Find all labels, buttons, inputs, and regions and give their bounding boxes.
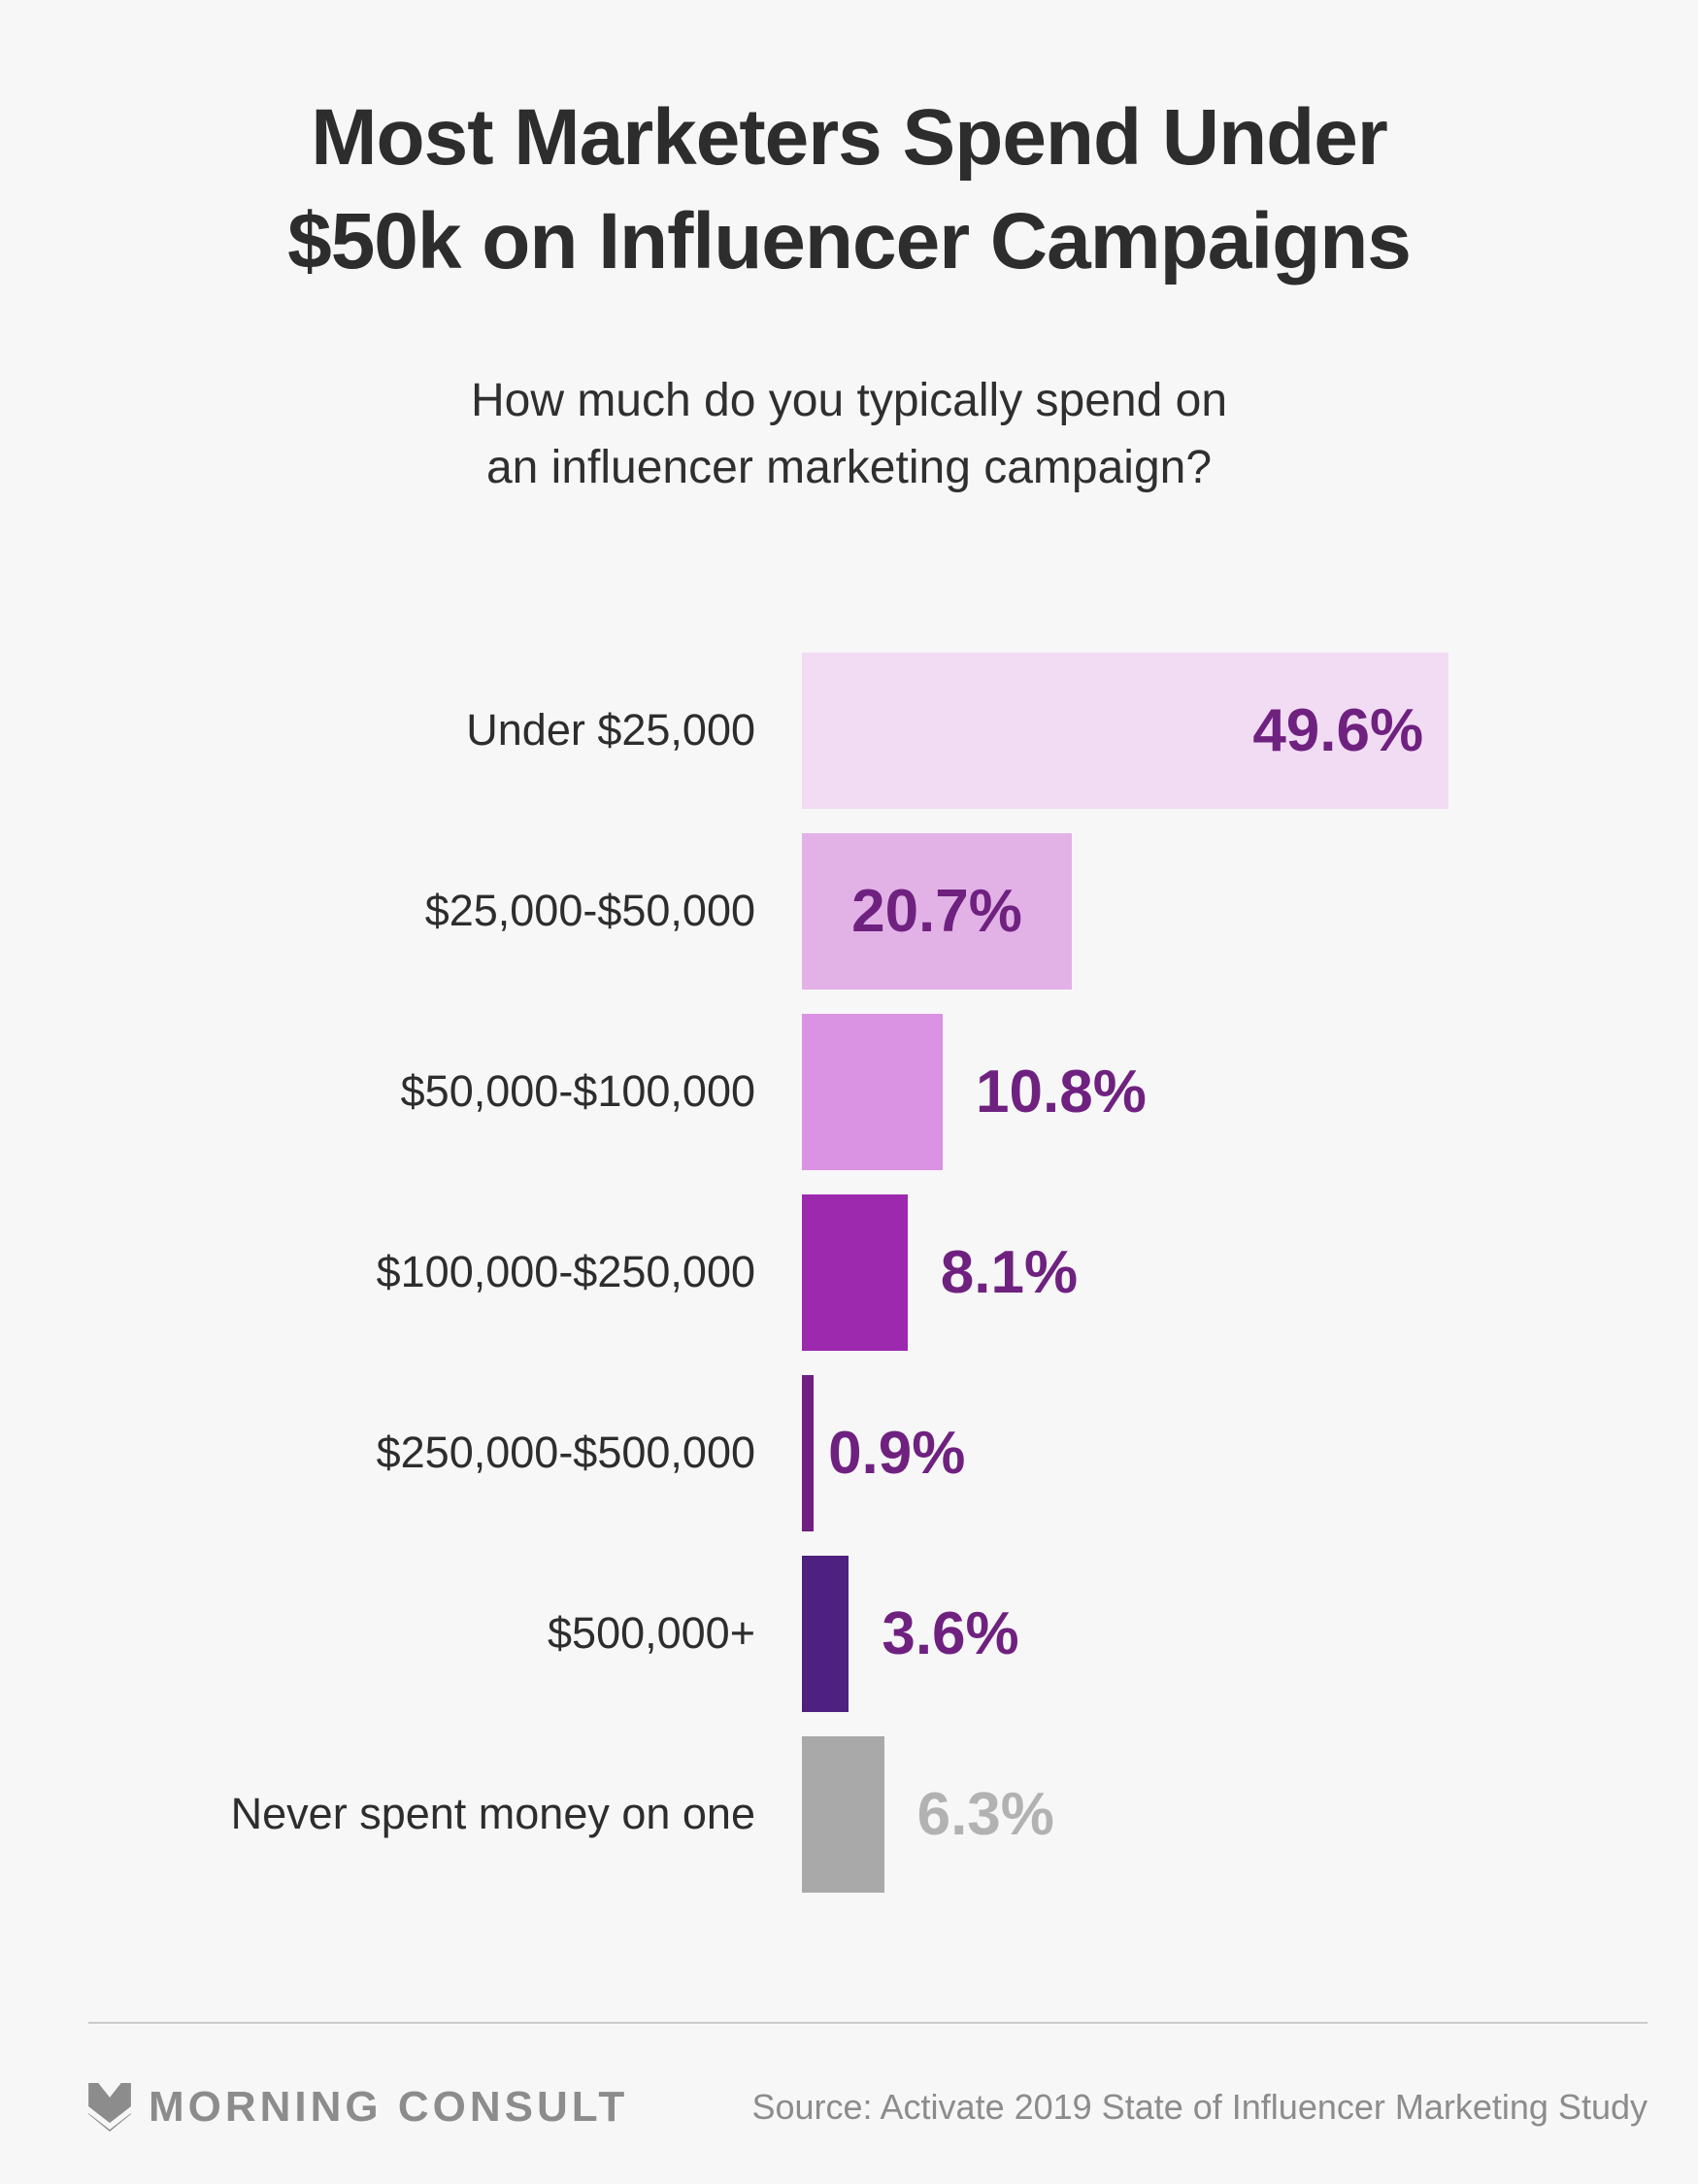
bar-track: 3.6%: [802, 1555, 1698, 1712]
value-label: 10.8%: [976, 1058, 1147, 1126]
value-label: 0.9%: [828, 1419, 966, 1487]
bar-row: $100,000-$250,000 8.1%: [0, 1182, 1698, 1362]
bar: [802, 1555, 849, 1712]
subtitle-line-2: an influencer marketing campaign?: [485, 442, 1213, 493]
bar: [802, 1374, 815, 1531]
category-label: $25,000-$50,000: [424, 886, 755, 935]
bar-track: 49.6%: [802, 652, 1698, 809]
value-label: 49.6%: [1252, 696, 1424, 764]
bar-track: 10.8%: [802, 1013, 1698, 1170]
bar: [802, 1013, 944, 1170]
category-label: $500,000+: [548, 1608, 755, 1658]
bar: [802, 1193, 908, 1351]
bar-row: $50,000-$100,000 10.8%: [0, 1001, 1698, 1182]
chart-subtitle: How much do you typically spend on an inf…: [0, 293, 1698, 501]
bar-row: $500,000+ 3.6%: [0, 1543, 1698, 1724]
bar-track: 20.7%: [802, 832, 1698, 990]
category-label: Under $25,000: [466, 705, 755, 755]
bar: 20.7%: [802, 832, 1072, 990]
bar-track: 0.9%: [802, 1374, 1698, 1531]
source-credit: Source: Activate 2019 State of Influence…: [751, 2087, 1648, 2127]
bar-row: $25,000-$50,000 20.7%: [0, 821, 1698, 1001]
title-line-2: $50k on Influencer Campaigns: [287, 197, 1412, 286]
bar-track: 8.1%: [802, 1193, 1698, 1351]
category-label: $100,000-$250,000: [376, 1247, 755, 1296]
subtitle-line-1: How much do you typically spend on: [470, 375, 1228, 426]
page-title: Most Marketers Spend Under $50k on Influe…: [0, 0, 1698, 293]
value-label: 3.6%: [882, 1599, 1019, 1667]
bar-chart: Under $25,000 49.6% $25,000-$50,000 20.7% $5…: [0, 640, 1698, 1904]
category-label: $250,000-$500,000: [376, 1428, 755, 1477]
brand: MORNING CONSULT: [88, 2083, 628, 2132]
bar-row: Under $25,000 49.6%: [0, 640, 1698, 821]
title-line-1: Most Marketers Spend Under: [311, 93, 1388, 182]
value-label: 6.3%: [916, 1780, 1054, 1848]
bar-row: Never spent money on one 6.3%: [0, 1724, 1698, 1904]
morning-consult-logo-icon: [88, 2083, 131, 2132]
bar-track: 6.3%: [802, 1735, 1698, 1893]
footer-divider: [88, 2022, 1648, 2024]
footer: MORNING CONSULT Source: Activate 2019 St…: [88, 2076, 1648, 2138]
bar: [802, 1735, 884, 1893]
brand-name: MORNING CONSULT: [149, 2083, 629, 2131]
bar-row: $250,000-$500,000 0.9%: [0, 1362, 1698, 1543]
value-label: 20.7%: [851, 877, 1022, 945]
bar: 49.6%: [802, 652, 1449, 809]
category-label: $50,000-$100,000: [400, 1066, 755, 1116]
value-label: 8.1%: [940, 1238, 1079, 1306]
category-label: Never spent money on one: [230, 1789, 755, 1838]
